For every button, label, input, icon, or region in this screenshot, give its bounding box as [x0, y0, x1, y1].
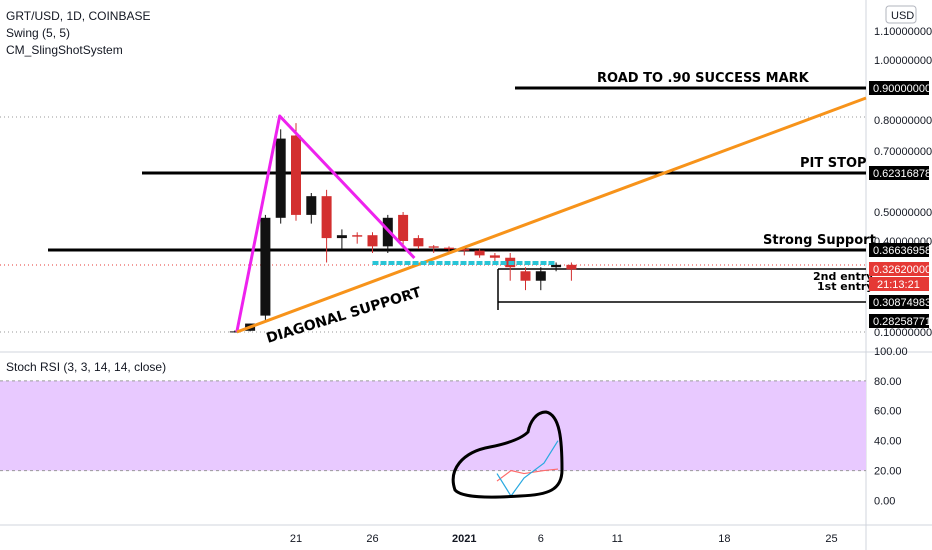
price-tick-3: 0.80000000 [874, 115, 932, 127]
price-tick-0: 1.10000000 [874, 26, 932, 38]
annotation-1: PIT STOP [800, 156, 867, 171]
price-tag-bg-11 [869, 314, 929, 328]
price-tick-12: 0.10000000 [874, 327, 932, 339]
countdown-tag: 21:13:21 [877, 279, 920, 291]
price-tag-bg-5 [869, 166, 929, 180]
price-tick-4: 0.70000000 [874, 146, 932, 158]
hand-drawn-outline [451, 410, 564, 499]
candle-body-2 [260, 217, 271, 316]
annotation-0: ROAD TO .90 SUCCESS MARK [597, 71, 810, 86]
candle-body-0 [229, 331, 240, 333]
candle-body-22 [566, 264, 577, 270]
rsi-tick-0: 100.00 [874, 346, 908, 358]
rsi-tick-3: 40.00 [874, 436, 902, 448]
rsi-band [0, 380, 866, 471]
rsi-tick-1: 80.00 [874, 376, 902, 388]
price-tag-bg-10 [869, 295, 929, 309]
price-tag-bg-9 [869, 262, 929, 276]
symbol-title: GRT/USD, 1D, COINBASE [6, 9, 150, 23]
candle-body-3 [275, 138, 286, 218]
stoch-rsi-lines [451, 410, 564, 499]
diagonal-support-line [236, 96, 867, 334]
price-tag-5: 0.62316878 [873, 168, 931, 180]
stoch-rsi-title: Stoch RSI (3, 3, 14, 14, close) [6, 360, 166, 374]
candle-body-19 [520, 271, 531, 281]
time-tick-3: 6 [538, 533, 544, 545]
candle-body-13 [428, 246, 439, 248]
price-axis[interactable]: 1.10000000 1.00000000 0.90000000 0.80000000… [869, 26, 932, 339]
time-tick-1: 26 [366, 533, 378, 545]
candle-body-5 [306, 196, 317, 215]
price-tag-2: 0.90000000 [873, 83, 931, 95]
rsi-tick-4: 20.00 [874, 466, 902, 478]
candle-body-14 [444, 247, 454, 250]
rsi-line-k [496, 440, 559, 498]
countdown-tag-bg [869, 277, 929, 291]
price-tag-9: 0.32620000 [873, 264, 931, 276]
candle-body-20 [535, 271, 546, 281]
annotation-2: Strong Support [763, 233, 876, 248]
candle-body-8 [352, 235, 363, 237]
candle-body-15 [459, 249, 470, 251]
price-tag-bg-8 [869, 243, 929, 257]
indicator-swing: Swing (5, 5) [6, 26, 70, 40]
rsi-tick-5: 0.00 [874, 496, 895, 508]
candle-body-9 [367, 235, 378, 247]
triangle-drawing [235, 114, 416, 333]
candles [229, 123, 577, 333]
horizontal-levels [48, 86, 866, 310]
candle-body-17 [489, 255, 500, 258]
time-tick-5: 18 [718, 533, 730, 545]
time-axis[interactable]: 21 26 2021 6 11 18 25 [290, 533, 838, 545]
candle-body-6 [321, 196, 332, 239]
rsi-line-d [496, 468, 559, 482]
currency-button[interactable] [885, 5, 917, 24]
candle-body-4 [291, 135, 301, 215]
indicator-slingshot: CM_SlingShotSystem [6, 43, 123, 57]
price-tag-11: 0.28258771 [873, 316, 931, 328]
time-tick-0: 21 [290, 533, 302, 545]
candle-body-16 [474, 250, 485, 256]
annotation-3: 2nd entry [813, 270, 873, 283]
time-tick-2: 2021 [452, 533, 476, 545]
price-tick-6: 0.50000000 [874, 207, 932, 219]
candle-body-7 [336, 235, 347, 239]
price-tag-bg-2 [869, 81, 929, 95]
candle-body-12 [413, 238, 424, 247]
price-tag-8: 0.36636958 [873, 245, 931, 257]
price-tag-10: 0.30874983 [873, 297, 931, 309]
candle-body-11 [398, 214, 409, 241]
rsi-axis[interactable]: 100.00 80.00 60.00 40.00 20.00 0.00 [874, 346, 908, 508]
price-tick-1: 1.00000000 [874, 55, 932, 67]
rsi-tick-2: 60.00 [874, 406, 902, 418]
drawings [235, 96, 867, 334]
currency-button-label: USD [891, 10, 914, 22]
time-tick-6: 25 [825, 533, 837, 545]
candle-body-21 [551, 264, 562, 268]
annotation-4: 1st entry [817, 280, 873, 293]
time-tick-4: 11 [612, 533, 623, 545]
